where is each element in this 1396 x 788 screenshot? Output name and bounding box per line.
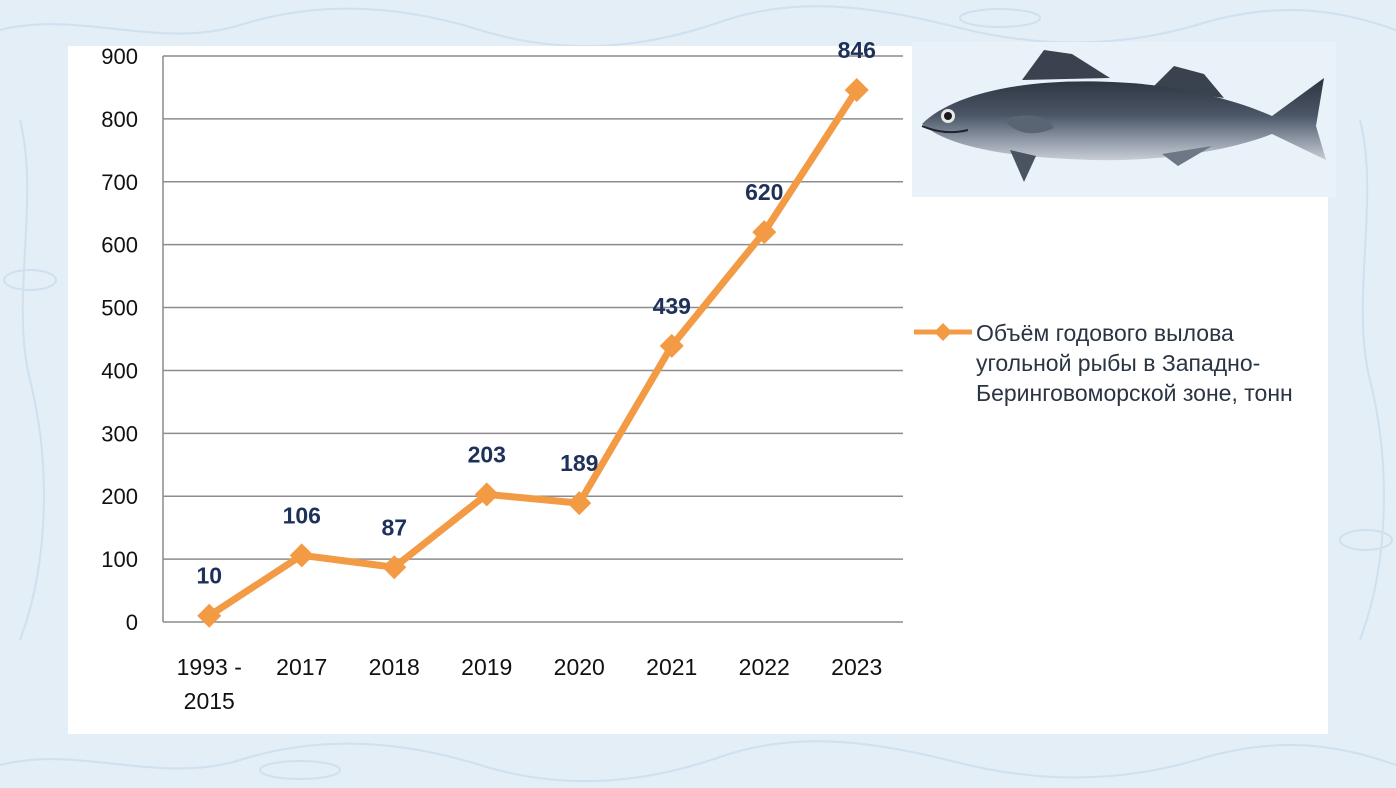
y-tick-label: 500 <box>101 296 138 321</box>
y-tick-label: 400 <box>101 358 138 383</box>
x-tick-label: 2021 <box>646 654 697 680</box>
data-point-marker <box>289 543 314 568</box>
y-tick-label: 300 <box>101 421 138 446</box>
x-axis-ticks: 1993 -2015 2017 2018 2019 2020 2021 2022 2023 <box>177 654 883 714</box>
data-point-marker <box>197 603 222 628</box>
legend-line-marker <box>914 323 972 341</box>
x-tick-label: 2023 <box>831 654 882 680</box>
sablefish-icon <box>921 50 1326 182</box>
chart-legend: Объём годового вылова угольной рыбы в За… <box>912 318 1312 408</box>
y-tick-label: 0 <box>126 610 138 635</box>
data-label: 189 <box>560 450 598 476</box>
y-tick-label: 700 <box>101 170 138 195</box>
data-point-marker <box>659 333 684 358</box>
data-label: 846 <box>838 37 876 63</box>
y-tick-label: 800 <box>101 107 138 132</box>
data-label: 87 <box>381 514 407 540</box>
y-tick-label: 100 <box>101 547 138 572</box>
series-markers <box>197 77 869 628</box>
data-labels: 10 106 87 203 189 439 620 846 <box>196 37 875 589</box>
grid-lines <box>162 55 903 623</box>
x-tick-label: 2020 <box>554 654 605 680</box>
series-line <box>205 86 861 620</box>
data-point-marker <box>752 220 777 245</box>
fish-image <box>912 42 1336 197</box>
y-tick-label: 200 <box>101 484 138 509</box>
data-point-marker <box>844 77 869 102</box>
data-point-marker <box>382 555 407 580</box>
data-point-marker <box>567 491 592 516</box>
data-label: 439 <box>653 293 691 319</box>
y-tick-label: 600 <box>101 233 138 258</box>
x-tick-label: 2017 <box>276 654 327 680</box>
x-tick-label: 2019 <box>461 654 512 680</box>
x-tick-label: 2018 <box>369 654 420 680</box>
data-label: 203 <box>468 441 506 467</box>
x-tick-label: 2022 <box>739 654 790 680</box>
data-label: 10 <box>196 563 222 589</box>
data-label: 106 <box>283 502 321 528</box>
series-polyline <box>205 86 861 620</box>
y-axis-ticks: 0 100 200 300 400 500 600 700 800 900 <box>101 44 138 635</box>
data-point-marker <box>474 482 499 507</box>
legend-series-label: Объём годового вылова угольной рыбы в За… <box>976 320 1293 406</box>
data-label: 620 <box>745 179 783 205</box>
y-tick-label: 900 <box>101 44 138 69</box>
x-tick-label: 1993 -2015 <box>177 654 242 714</box>
